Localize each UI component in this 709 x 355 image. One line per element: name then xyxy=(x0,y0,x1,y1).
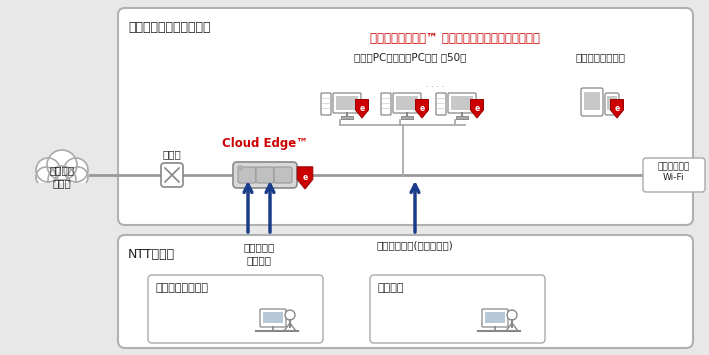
FancyBboxPatch shape xyxy=(436,93,446,115)
Bar xyxy=(456,116,468,119)
Text: NTT西日本: NTT西日本 xyxy=(128,248,175,261)
Text: ビジネス向け
Wi-Fi: ビジネス向け Wi-Fi xyxy=(658,162,690,182)
FancyBboxPatch shape xyxy=(256,167,274,183)
Text: e: e xyxy=(359,104,364,113)
Text: ルータ: ルータ xyxy=(162,149,182,159)
FancyBboxPatch shape xyxy=(274,167,292,183)
Text: インター
ネット: インター ネット xyxy=(50,165,74,189)
Text: 通信監視・
復旧支援: 通信監視・ 復旧支援 xyxy=(243,242,274,265)
PathPatch shape xyxy=(297,167,313,189)
Text: 保守拠点: 保守拠点 xyxy=(378,283,405,293)
Circle shape xyxy=(237,165,243,171)
FancyBboxPatch shape xyxy=(148,275,323,343)
PathPatch shape xyxy=(471,99,484,118)
Text: 業務用PC、工場内PCなど 計50台: 業務用PC、工場内PCなど 計50台 xyxy=(354,52,467,62)
FancyBboxPatch shape xyxy=(260,309,286,327)
FancyBboxPatch shape xyxy=(238,167,256,183)
Text: e: e xyxy=(615,104,620,113)
FancyBboxPatch shape xyxy=(161,163,183,187)
FancyBboxPatch shape xyxy=(381,93,391,115)
Bar xyxy=(401,116,413,119)
Text: スマートデバイス: スマートデバイス xyxy=(575,52,625,62)
Circle shape xyxy=(68,167,88,187)
Text: · · · ·: · · · · xyxy=(426,83,444,93)
FancyBboxPatch shape xyxy=(605,93,619,115)
Circle shape xyxy=(285,310,295,320)
FancyBboxPatch shape xyxy=(118,235,693,348)
Bar xyxy=(607,96,617,110)
Bar xyxy=(451,96,473,110)
Bar xyxy=(485,312,505,323)
Text: e: e xyxy=(420,104,425,113)
PathPatch shape xyxy=(415,99,428,118)
Bar xyxy=(396,96,418,110)
Circle shape xyxy=(47,150,77,180)
FancyBboxPatch shape xyxy=(118,8,693,225)
Circle shape xyxy=(64,158,88,182)
FancyBboxPatch shape xyxy=(581,88,603,116)
PathPatch shape xyxy=(610,99,623,118)
Text: 訪問サポート(オプション): 訪問サポート(オプション) xyxy=(376,240,453,250)
FancyBboxPatch shape xyxy=(393,93,421,113)
Text: e: e xyxy=(302,173,308,182)
PathPatch shape xyxy=(355,99,369,118)
Bar xyxy=(263,312,283,323)
Text: 東海建設コンサルタント: 東海建設コンサルタント xyxy=(128,21,211,34)
Text: ウイルスバスター™ ビジネスセキュリティサービス: ウイルスバスター™ ビジネスセキュリティサービス xyxy=(370,32,540,45)
Circle shape xyxy=(36,167,56,187)
Bar xyxy=(30,183,94,198)
Bar xyxy=(341,116,353,119)
Circle shape xyxy=(48,166,76,194)
Text: Cloud Edge™: Cloud Edge™ xyxy=(222,137,308,150)
Circle shape xyxy=(507,310,517,320)
Bar xyxy=(336,96,358,110)
FancyBboxPatch shape xyxy=(233,162,297,188)
FancyBboxPatch shape xyxy=(482,309,508,327)
Text: サポートセンター: サポートセンター xyxy=(156,283,209,293)
Text: e: e xyxy=(474,104,479,113)
FancyBboxPatch shape xyxy=(321,93,331,115)
FancyBboxPatch shape xyxy=(643,158,705,192)
Circle shape xyxy=(36,158,60,182)
FancyBboxPatch shape xyxy=(448,93,476,113)
FancyBboxPatch shape xyxy=(333,93,361,113)
FancyBboxPatch shape xyxy=(370,275,545,343)
Bar xyxy=(584,92,600,110)
